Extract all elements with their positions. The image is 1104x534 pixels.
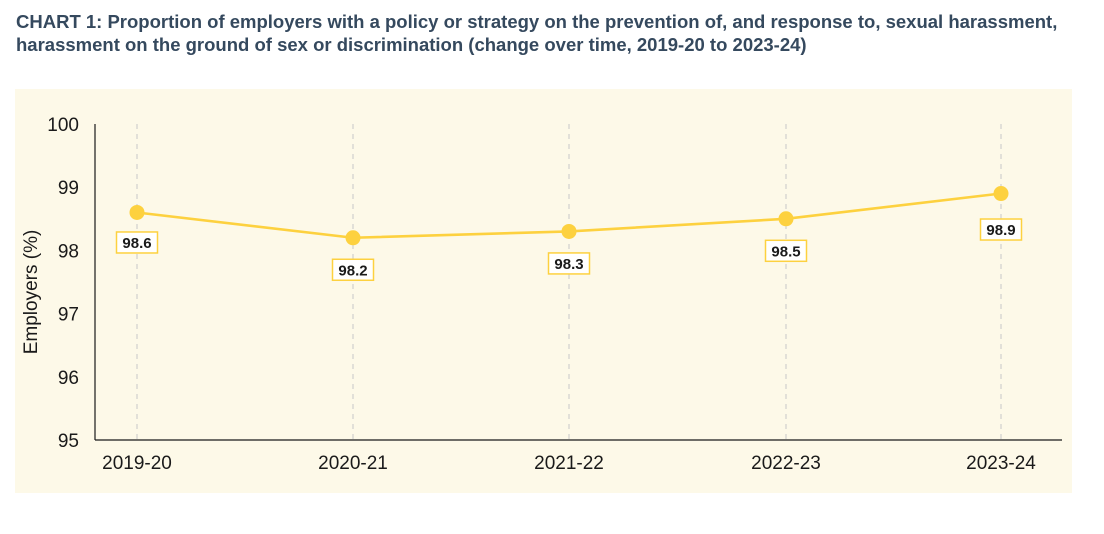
data-point-2020-21 <box>345 230 361 246</box>
y-tick-label-97: 97 <box>58 305 79 326</box>
data-point-2021-22 <box>561 223 577 239</box>
data-point-2023-24 <box>993 186 1009 202</box>
x-tick-label-2023-24: 2023-24 <box>966 453 1036 474</box>
y-axis-label: Employers (%) <box>21 230 42 355</box>
data-point-2022-23 <box>778 211 794 227</box>
chart-title: CHART 1: Proportion of employers with a … <box>16 11 1058 55</box>
axes <box>94 124 1062 441</box>
data-label-box <box>547 252 591 275</box>
chart-panel <box>15 89 1072 493</box>
data-label-box <box>331 258 375 282</box>
data-label-box <box>764 239 808 263</box>
data-label-2022-23: 98.5 <box>764 239 808 263</box>
y-tick-label-99: 99 <box>58 178 79 199</box>
data-label-box <box>979 218 1023 241</box>
y-tick-labels: 95 96 97 98 99 100 <box>47 115 79 452</box>
x-tick-label-2022-23: 2022-23 <box>751 453 821 474</box>
y-tick-label-98: 98 <box>58 241 79 262</box>
data-label-text: 98.3 <box>554 256 583 273</box>
y-tick-label-95: 95 <box>58 431 79 452</box>
data-label-box <box>115 231 159 254</box>
data-label-2019-20: 98.6 <box>115 231 159 254</box>
gridlines <box>136 124 1002 440</box>
x-tick-label-2020-21: 2020-21 <box>318 453 388 474</box>
y-tick-label-96: 96 <box>58 368 79 389</box>
y-tick-label-100: 100 <box>47 115 79 136</box>
x-tick-labels: 2019-20 2020-21 2021-22 2022-23 2023-24 <box>102 453 1036 474</box>
data-label-text: 98.6 <box>122 235 151 252</box>
data-label-text: 98.5 <box>771 243 800 260</box>
data-label-text: 98.2 <box>338 262 367 279</box>
x-tick-label-2019-20: 2019-20 <box>102 453 172 474</box>
x-tick-label-2021-22: 2021-22 <box>534 453 604 474</box>
data-label-2023-24: 98.9 <box>979 218 1023 241</box>
data-labels: 98.6 98.2 98.3 98.5 98.9 <box>115 218 1023 282</box>
data-label-text: 98.9 <box>986 222 1015 239</box>
data-label-2020-21: 98.2 <box>331 258 375 282</box>
data-point-2019-20 <box>129 204 145 220</box>
series <box>129 186 1009 246</box>
data-label-2021-22: 98.3 <box>547 252 591 275</box>
